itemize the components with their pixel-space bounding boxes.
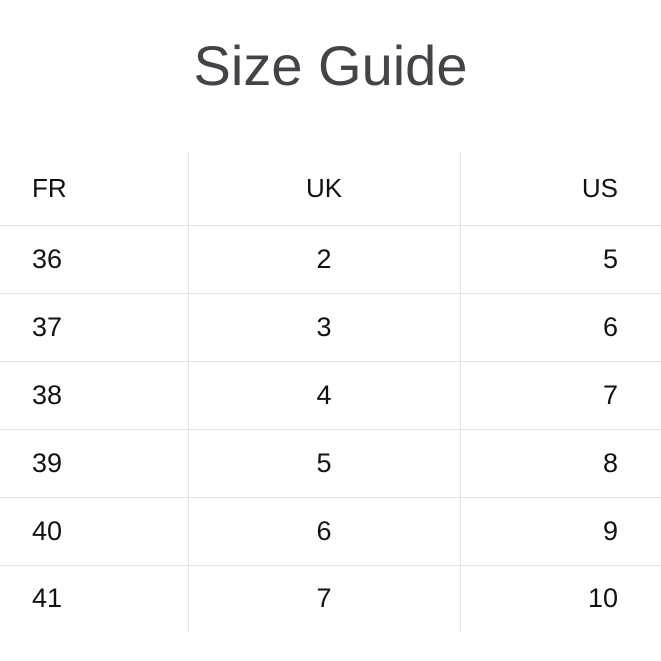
cell-us: 6 (459, 293, 661, 362)
cell-uk: 7 (187, 565, 460, 632)
column-header-fr[interactable]: FR (0, 152, 188, 226)
cell-fr: 40 (0, 497, 188, 566)
table-row: 38 4 7 (0, 361, 661, 430)
size-conversion-table: FR UK US 36 2 5 37 3 6 38 4 (0, 152, 661, 632)
table-header-row: FR UK US (0, 152, 661, 226)
table-row: 37 3 6 (0, 293, 661, 362)
table-row: 39 5 8 (0, 429, 661, 498)
column-header-uk[interactable]: UK (187, 152, 460, 226)
cell-fr: 37 (0, 293, 188, 362)
cell-fr: 36 (0, 225, 188, 294)
cell-uk: 2 (187, 225, 460, 294)
cell-uk: 4 (187, 361, 460, 430)
table-header: FR UK US (0, 152, 661, 226)
cell-us: 8 (459, 429, 661, 498)
cell-us: 7 (459, 361, 661, 430)
cell-fr: 41 (32, 583, 63, 614)
table-bottom-spacer (0, 632, 661, 661)
cell-uk: 6 (187, 497, 460, 566)
table-row: 40 6 9 (0, 497, 661, 566)
page-title: Size Guide (193, 34, 468, 97)
cell-fr: 39 (0, 429, 188, 498)
table-row: 41 7 10 (0, 565, 661, 632)
column-header-us[interactable]: US (459, 152, 661, 226)
size-table-container: FR UK US 36 2 5 37 3 6 38 4 (0, 152, 661, 632)
table-row: 36 2 5 (0, 225, 661, 294)
cell-us: 10 (459, 565, 661, 632)
cell-uk: 3 (187, 293, 460, 362)
cell-uk: 5 (187, 429, 460, 498)
table-body: 36 2 5 37 3 6 38 4 7 39 5 8 (0, 225, 661, 632)
cell-fr: 38 (0, 361, 188, 430)
cell-us: 9 (459, 497, 661, 566)
cell-us: 5 (459, 225, 661, 294)
